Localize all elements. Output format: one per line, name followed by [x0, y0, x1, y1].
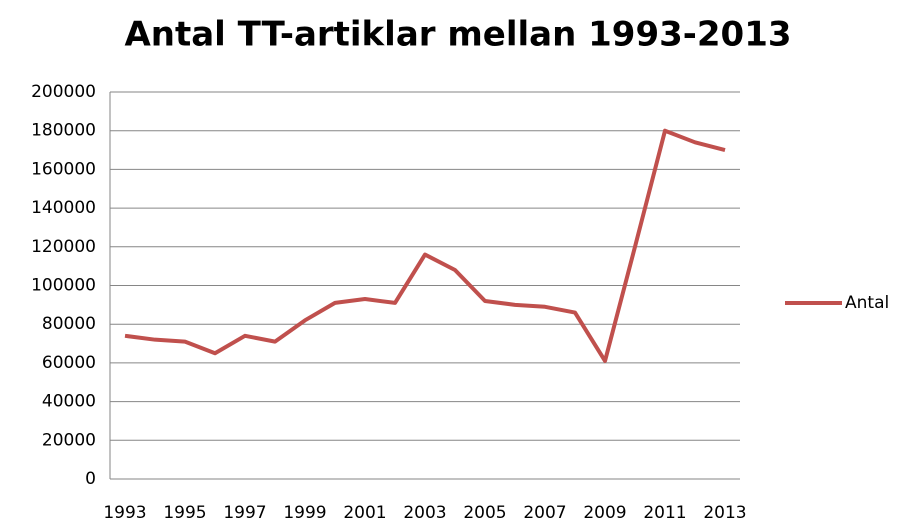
x-tick-label: 2001	[343, 503, 386, 523]
y-tick-label: 100000	[31, 276, 96, 296]
x-tick-label: 1993	[103, 503, 146, 523]
y-tick-label: 120000	[31, 237, 96, 257]
y-tick-label: 140000	[31, 198, 96, 218]
x-tick-label: 1997	[223, 503, 266, 523]
x-tick-label: 2005	[463, 503, 506, 523]
y-tick-label: 60000	[42, 353, 96, 373]
y-tick-label: 180000	[31, 121, 96, 141]
legend-label: Antal	[845, 293, 889, 313]
data-line	[124, 128, 726, 363]
x-tick-label: 2013	[703, 503, 746, 523]
x-tick-label: 2009	[583, 503, 626, 523]
y-tick-label: 20000	[42, 430, 96, 450]
chart-title: Antal TT-artiklar mellan 1993-2013	[124, 15, 791, 55]
y-tick-label: 0	[85, 469, 96, 489]
y-tick-label: 160000	[31, 159, 96, 179]
x-tick-label: 2007	[523, 503, 566, 523]
x-tick-label: 1999	[283, 503, 326, 523]
x-tick-label: 1995	[163, 503, 206, 523]
y-tick-label: 40000	[42, 392, 96, 412]
x-tick-label: 2003	[403, 503, 446, 523]
y-tick-label: 80000	[42, 314, 96, 334]
y-tick-label: 200000	[31, 82, 96, 102]
x-tick-label: 2011	[643, 503, 686, 523]
